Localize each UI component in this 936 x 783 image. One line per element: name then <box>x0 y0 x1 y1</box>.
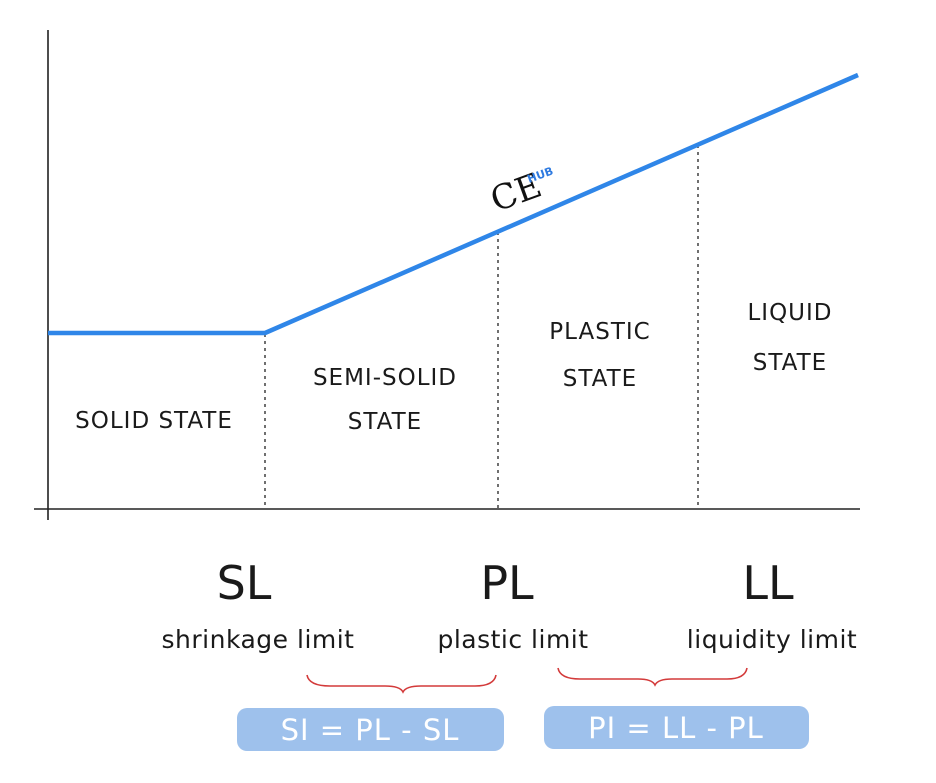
brace-plasticity-index <box>557 667 748 687</box>
limit-abbr-sl: SL <box>217 556 272 610</box>
region-label-semi-solid-line2: STATE <box>348 409 422 435</box>
formula-si: SI = PL - SL <box>281 713 460 747</box>
region-label-plastic-line1: PLASTIC <box>549 319 650 345</box>
formula-pi: PI = LL - PL <box>588 711 764 745</box>
region-label-plastic-line2: STATE <box>563 366 637 392</box>
limit-name-plastic: plastic limit <box>437 625 588 654</box>
region-label-semi-solid-line1: SEMI-SOLID <box>313 365 457 391</box>
limit-abbr-ll: LL <box>742 556 794 610</box>
limit-abbr-pl: PL <box>480 556 534 610</box>
region-label-liquid-line1: LIQUID <box>747 300 832 326</box>
volume-curve <box>48 72 859 336</box>
limit-name-shrinkage: shrinkage limit <box>162 625 355 654</box>
cehub-logo: CE HUB <box>485 164 555 220</box>
region-label-liquid-line2: STATE <box>753 350 827 376</box>
brace-shrinkage-index <box>306 674 497 694</box>
formula-box-si <box>237 708 504 751</box>
formula-box-pi <box>544 706 809 749</box>
limit-name-liquidity: liquidity limit <box>687 625 857 654</box>
region-label-solid: SOLID STATE <box>75 408 233 434</box>
